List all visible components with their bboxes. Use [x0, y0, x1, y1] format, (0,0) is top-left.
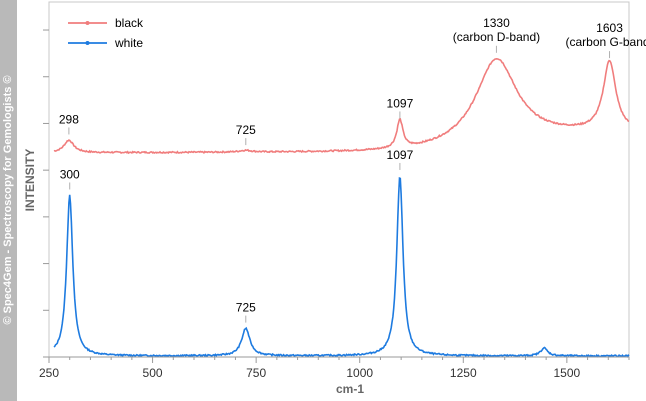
x-tick-label: 1000	[346, 366, 373, 380]
legend-marker-black	[85, 21, 90, 25]
x-tick-label: 1250	[450, 366, 477, 380]
legend-label-black: black	[115, 16, 144, 30]
series-white-line	[53, 176, 630, 358]
x-tick-label: 250	[39, 366, 59, 380]
series-black-line	[53, 57, 630, 155]
annotation-label: 298	[59, 112, 79, 126]
legend-label-white: white	[114, 36, 143, 50]
y-axis	[43, 29, 49, 358]
watermark-strip: © Spec4Gem - Spectroscopy for Gemologist…	[0, 0, 17, 401]
annotation-sublabel: (carbon D-band)	[453, 30, 540, 44]
x-axis-title: cm-1	[336, 382, 364, 396]
annotation-label: 1097	[387, 148, 414, 162]
annotation-label: 1097	[387, 96, 414, 110]
annotation-label: 1330	[483, 16, 510, 30]
legend-marker-white	[85, 41, 90, 45]
x-tick-label: 750	[246, 366, 266, 380]
spectra-group	[53, 57, 630, 358]
peak-annotations: 298 725 1097 1330(carbon D-band) 1603(carbon…	[59, 16, 646, 323]
annotation-label: 1603	[596, 21, 623, 35]
annotation-label: 725	[236, 123, 256, 137]
legend: black white	[68, 16, 144, 50]
annotation-label: 725	[236, 301, 256, 315]
annotation-label: 300	[60, 167, 80, 181]
x-axis: 250 500 750 1000 1250 1500	[39, 356, 630, 380]
x-tick-label: 500	[143, 366, 163, 380]
annotation-sublabel: (carbon G-band)	[566, 35, 646, 49]
y-axis-title: INTENSITY	[23, 149, 37, 212]
plot-frame	[48, 1, 630, 358]
x-tick-label: 1500	[554, 366, 581, 380]
